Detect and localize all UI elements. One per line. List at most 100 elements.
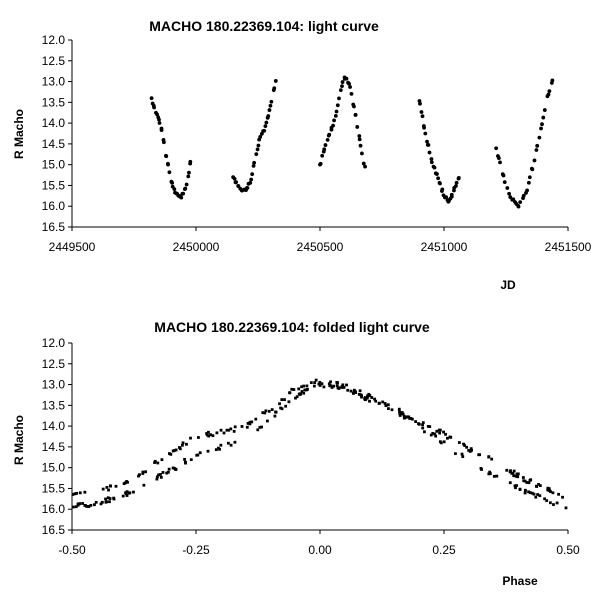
data-point	[260, 425, 263, 429]
data-point	[495, 474, 499, 478]
data-point	[188, 159, 193, 164]
data-point	[421, 421, 425, 425]
y-tick-label: 16.5	[42, 523, 66, 537]
data-point	[272, 86, 277, 91]
data-point	[408, 417, 412, 420]
data-point	[189, 458, 193, 462]
chart2-plot: 12.0 12.5 13.0 13.5 14.0 14.5 15.0 15.5 16.0 16.5…	[42, 336, 580, 557]
data-point	[366, 394, 369, 398]
data-point	[461, 455, 465, 458]
data-point	[457, 441, 461, 444]
data-point	[352, 104, 356, 109]
data-point	[340, 385, 344, 389]
data-point	[534, 148, 539, 152]
data-point	[141, 470, 145, 474]
data-point	[283, 398, 286, 402]
data-point	[229, 443, 233, 447]
data-point	[155, 475, 159, 479]
data-point	[320, 382, 324, 386]
data-point	[314, 378, 318, 382]
data-point	[99, 502, 103, 506]
data-point	[446, 436, 449, 440]
data-point	[329, 127, 334, 132]
data-point	[536, 493, 540, 496]
data-point	[168, 452, 171, 455]
data-point	[417, 422, 421, 426]
data-point	[107, 488, 110, 492]
data-point	[332, 384, 336, 388]
data-point	[340, 84, 344, 89]
data-point	[514, 474, 518, 478]
data-point	[523, 489, 527, 493]
data-point	[404, 415, 408, 419]
chart1-y-label: R Macho	[12, 109, 26, 159]
data-point	[547, 89, 552, 94]
data-point	[429, 433, 433, 437]
data-point	[288, 391, 291, 395]
data-point	[435, 429, 439, 433]
data-point	[236, 184, 241, 188]
data-point	[508, 195, 513, 200]
data-point	[410, 417, 414, 421]
data-point	[528, 479, 532, 482]
data-point	[428, 425, 432, 429]
data-point	[211, 434, 215, 438]
data-point	[185, 442, 188, 446]
data-point	[338, 88, 343, 93]
data-point	[353, 113, 358, 117]
y-tick-label: 14.5	[42, 137, 66, 151]
y-tick-label: 14.0	[42, 419, 66, 433]
data-point	[297, 387, 301, 391]
data-point	[402, 414, 406, 418]
data-point	[518, 200, 523, 204]
data-point	[348, 85, 352, 89]
y-tick-label: 13.5	[42, 95, 66, 109]
chart1-plot: 12.0 12.5 13.0 13.5 14.0 14.5 15.0 15.5 16.0 16.5…	[42, 33, 592, 254]
data-point	[246, 422, 250, 425]
data-point	[523, 491, 527, 495]
data-point	[255, 147, 260, 152]
data-point	[555, 501, 559, 505]
data-point	[400, 411, 404, 414]
data-point	[159, 475, 163, 479]
data-point	[496, 156, 501, 160]
data-point	[181, 191, 186, 196]
data-point	[384, 404, 388, 408]
data-point	[402, 416, 406, 420]
data-point	[205, 433, 209, 437]
chart1-x-label: JD	[500, 278, 516, 292]
data-point	[245, 186, 250, 190]
data-point	[349, 91, 354, 96]
data-point	[302, 384, 306, 388]
data-point	[515, 472, 519, 476]
data-point	[363, 164, 367, 169]
x-tick-label: -0.50	[58, 543, 86, 557]
data-point	[280, 398, 284, 401]
data-point	[423, 131, 428, 136]
data-point	[121, 494, 125, 498]
data-point	[337, 96, 341, 101]
data-point	[358, 389, 362, 393]
data-point	[159, 126, 164, 131]
data-point	[179, 195, 184, 200]
data-point	[249, 177, 254, 182]
data-point	[386, 403, 390, 407]
data-point	[219, 428, 223, 432]
data-point	[187, 170, 191, 175]
y-tick-label: 15.5	[42, 481, 66, 495]
data-point	[527, 490, 530, 494]
data-point	[420, 114, 425, 119]
data-point	[426, 143, 431, 147]
data-point	[355, 125, 360, 129]
data-point	[287, 400, 291, 404]
data-point	[357, 134, 362, 138]
data-point	[248, 421, 252, 425]
y-tick-label: 12.0	[42, 33, 66, 47]
data-point	[332, 118, 336, 123]
data-point	[114, 484, 118, 488]
data-point	[184, 182, 189, 187]
data-point	[294, 396, 297, 400]
data-point	[550, 78, 555, 83]
data-point	[537, 135, 542, 140]
data-point	[365, 396, 369, 400]
